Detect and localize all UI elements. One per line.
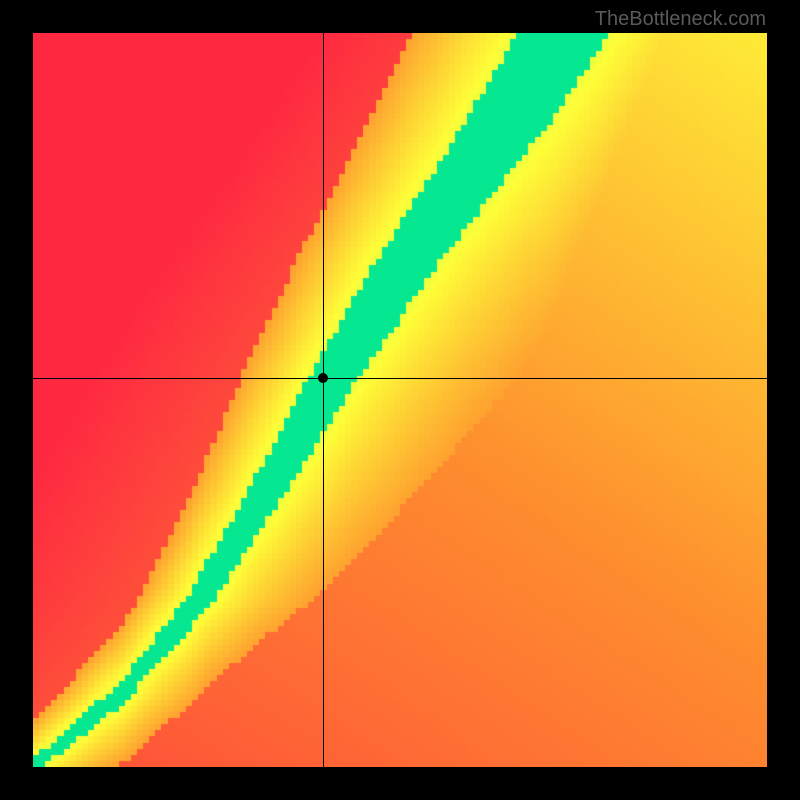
crosshair-horizontal (33, 378, 767, 379)
watermark-text: TheBottleneck.com (595, 8, 766, 31)
chart-container: TheBottleneck.com (0, 0, 800, 800)
plot-area (33, 33, 767, 767)
crosshair-marker (318, 373, 328, 383)
crosshair-vertical (323, 33, 324, 767)
heatmap-canvas (33, 33, 767, 767)
